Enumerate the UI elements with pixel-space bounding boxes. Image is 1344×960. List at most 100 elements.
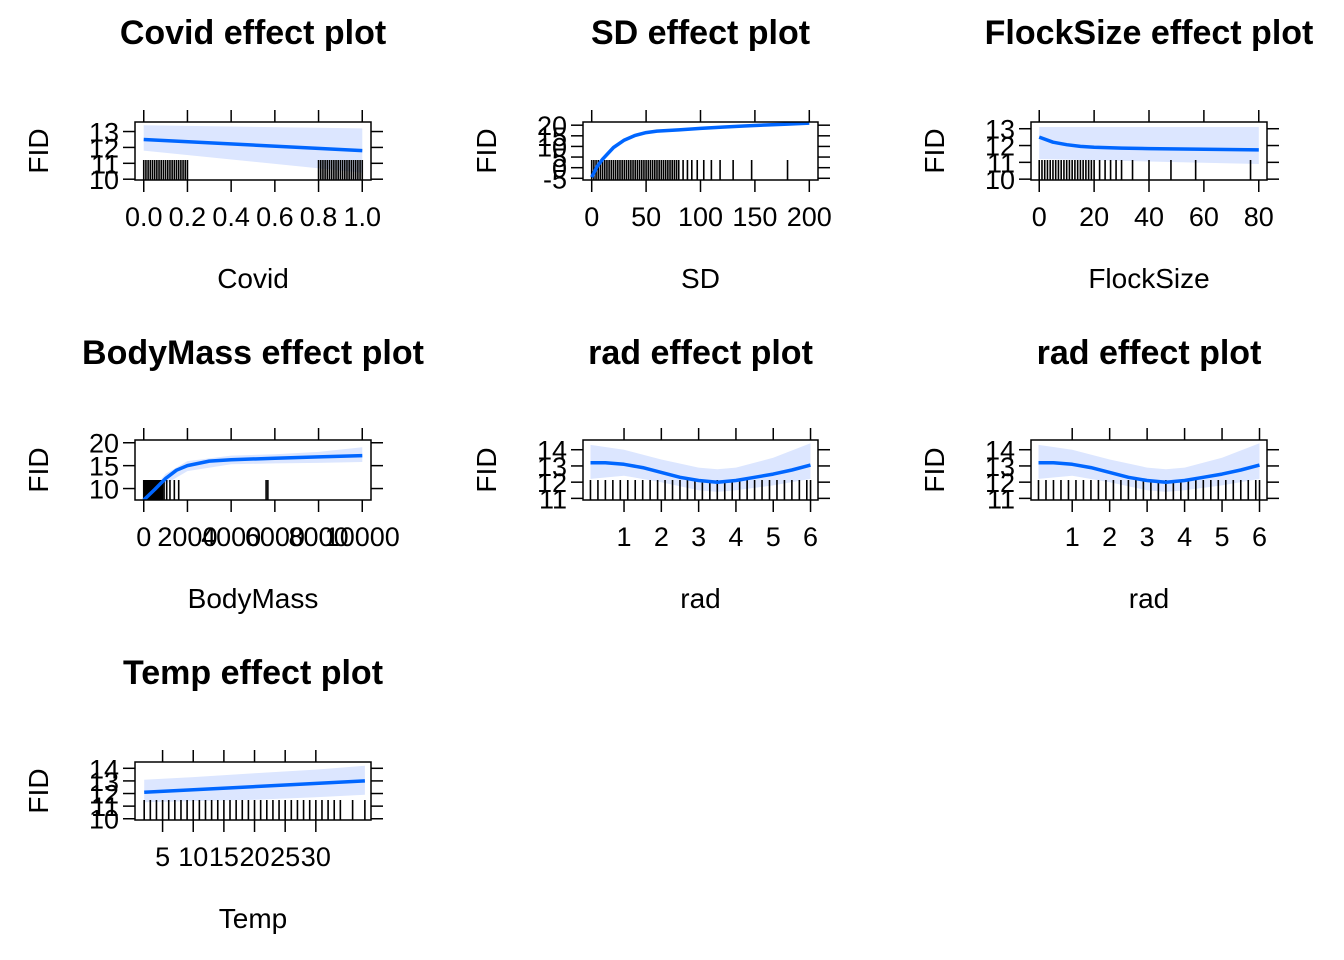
y-tick-label: 14	[537, 436, 567, 466]
x-tick-label: 5	[155, 842, 170, 872]
y-tick-label: 12	[89, 133, 119, 163]
x-tick-label: 10000	[325, 522, 400, 552]
y-tick-label: 12	[985, 468, 1015, 498]
y-axis-label: FID	[919, 447, 950, 492]
confidence-band	[590, 443, 811, 492]
y-axis-label: FID	[23, 447, 54, 492]
y-axis-label: FID	[23, 128, 54, 173]
x-tick-label: 8000	[289, 522, 349, 552]
panel-title: SD effect plot	[591, 14, 810, 52]
y-tick-label: 0	[552, 154, 567, 184]
y-tick-label: 11	[539, 484, 567, 514]
confidence-band	[1039, 127, 1259, 164]
x-tick-label: 6	[1252, 522, 1267, 552]
y-tick-label: 10	[537, 132, 567, 162]
x-tick-label: 2000	[157, 522, 217, 552]
x-axis-label: Covid	[217, 263, 289, 294]
y-tick-label: 15	[89, 452, 119, 482]
plot-area	[142, 125, 364, 180]
panel-1: Covid effect plot 0.0 0.2 0.4 0.6 0.8 1.0 10111…	[23, 14, 386, 294]
x-axis-label: BodyMass	[188, 583, 319, 614]
x-tick-label: 3	[691, 522, 706, 552]
fit-line	[142, 453, 363, 500]
y-tick-label: 5	[552, 143, 567, 173]
confidence-band	[143, 125, 363, 173]
x-tick-label: 2	[654, 522, 669, 552]
x-tick-label: 25	[270, 842, 300, 872]
y-tick-label: 14	[89, 754, 119, 784]
x-tick-label: 4	[728, 522, 743, 552]
x-tick-label: 0	[584, 202, 599, 232]
x-tick-label: 30	[301, 842, 331, 872]
panel-frame	[134, 439, 372, 501]
x-tick-label: 3	[1140, 522, 1155, 552]
fit-line	[590, 122, 810, 178]
panel-frame	[582, 439, 819, 501]
fit-line	[1038, 460, 1260, 484]
x-tick-label: 5	[1215, 522, 1230, 552]
x-axis-label: rad	[680, 583, 720, 614]
panel-frame	[1030, 439, 1268, 501]
y-tick-label: 15	[537, 122, 567, 152]
y-tick-label: 13	[537, 452, 567, 482]
x-tick-label: 0.4	[212, 202, 250, 232]
x-tick-label: 4000	[201, 522, 261, 552]
x-tick-label: 6000	[245, 522, 305, 552]
x-tick-label: 20	[1079, 202, 1109, 232]
x-tick-label: 60	[1189, 202, 1219, 232]
x-tick-label: 40	[1134, 202, 1164, 232]
y-tick-label: 13	[89, 118, 119, 148]
y-tick-label: 12	[985, 132, 1015, 162]
y-tick-label: -5	[543, 164, 567, 194]
x-tick-label: 10	[178, 842, 208, 872]
panel-title: Temp effect plot	[123, 654, 383, 692]
panel-title: Covid effect plot	[120, 14, 386, 52]
y-tick-label: 13	[985, 452, 1015, 482]
y-axis-label: FID	[23, 768, 54, 813]
y-tick-label: 10	[89, 805, 119, 835]
x-tick-label: 200	[787, 202, 832, 232]
y-tick-label: 14	[985, 436, 1015, 466]
y-tick-label: 10	[89, 165, 119, 195]
x-tick-label: 6	[803, 522, 818, 552]
plot-area	[590, 122, 810, 180]
y-tick-label: 13	[985, 115, 1015, 145]
fit-line	[1038, 135, 1259, 152]
x-tick-label: 5	[766, 522, 781, 552]
panel-title: BodyMass effect plot	[82, 334, 424, 372]
fit-line	[143, 137, 363, 153]
confidence-band	[1038, 443, 1260, 492]
panel-title: FlockSize effect plot	[985, 14, 1314, 52]
y-tick-label: 10	[985, 165, 1015, 195]
x-tick-label: 1	[617, 522, 632, 552]
panel-title: rad effect plot	[1037, 334, 1262, 372]
y-tick-label: 20	[537, 111, 567, 141]
x-tick-label: 20	[240, 842, 270, 872]
x-tick-label: 0.6	[256, 202, 294, 232]
y-axis-label: FID	[471, 447, 502, 492]
x-tick-label: 100	[678, 202, 723, 232]
x-tick-label: 0.2	[169, 202, 207, 232]
x-tick-label: 150	[732, 202, 777, 232]
y-tick-label: 12	[89, 780, 119, 810]
panel-frame	[134, 121, 372, 181]
x-axis-label: FlockSize	[1088, 263, 1209, 294]
y-tick-label: 12	[537, 468, 567, 498]
x-tick-label: 0.8	[300, 202, 338, 232]
y-tick-label: 13	[89, 767, 119, 797]
x-axis-label: rad	[1129, 583, 1169, 614]
plot-area	[142, 447, 363, 500]
y-tick-label: 11	[91, 149, 119, 179]
panel-title: rad effect plot	[588, 334, 813, 372]
plot-area	[143, 765, 366, 820]
plot-area	[1037, 443, 1261, 500]
y-tick-label: 10	[89, 475, 119, 505]
plot-area	[589, 443, 812, 500]
panel-frame	[134, 761, 372, 821]
